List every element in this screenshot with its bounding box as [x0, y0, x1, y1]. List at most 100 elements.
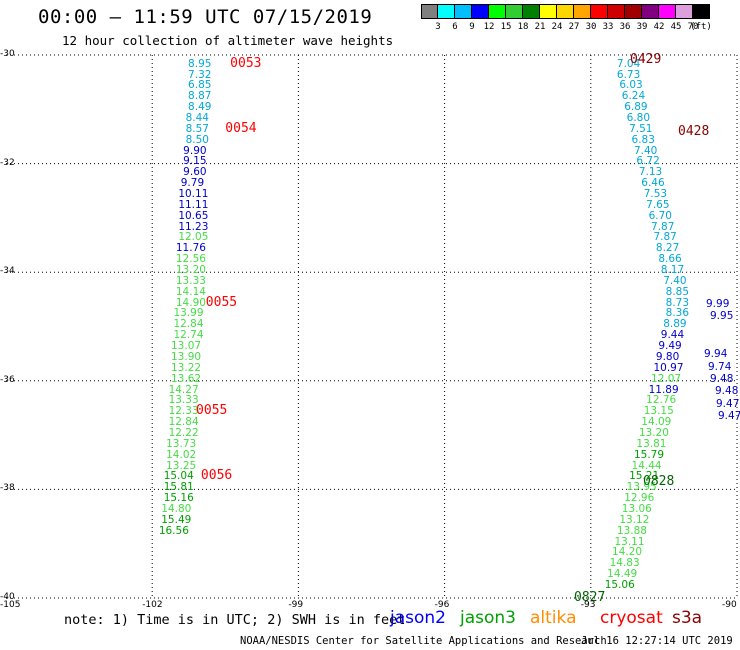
color-scale-label: 36: [619, 22, 631, 32]
swh-value: 15.16: [163, 492, 194, 505]
swh-value: 12.07: [651, 372, 682, 385]
swh-value: 7.87: [653, 231, 677, 244]
swh-value: 9.95: [710, 310, 734, 322]
swh-value: 12.84: [168, 416, 199, 429]
swh-value: 15.79: [633, 448, 665, 461]
color-scale-label: 21: [534, 22, 546, 32]
swh-value: 15.06: [604, 578, 635, 591]
swh-value: 12.56: [175, 253, 206, 266]
swh-value: 8.87: [188, 90, 212, 103]
color-scale-label: 30: [585, 22, 597, 32]
swh-value: 10.65: [178, 209, 209, 222]
swh-value: 9.60: [183, 166, 207, 179]
swh-value: 8.49: [188, 101, 212, 114]
color-scale-label: 3: [435, 22, 441, 32]
color-swatch: [591, 4, 608, 19]
swh-value: 12.84: [173, 318, 204, 331]
swh-value: 9.79: [180, 177, 205, 190]
legend-item-cryosat: cryosat: [600, 608, 663, 628]
swh-value: 14.83: [609, 557, 640, 570]
swh-value: 14.09: [641, 416, 672, 429]
swh-value: 11.23: [178, 220, 209, 233]
swh-value: 7.04: [616, 57, 641, 70]
swh-value: 13.22: [171, 361, 202, 374]
color-swatch: [540, 4, 557, 19]
swh-value: 14.44: [631, 459, 662, 472]
color-scale-label: 42: [653, 22, 665, 32]
track-time-label: 0429: [630, 52, 662, 67]
color-scale-label: 39: [636, 22, 648, 32]
color-scale-label: 27: [568, 22, 580, 32]
track-time-label: 0828: [643, 474, 675, 489]
color-swatch: [455, 4, 472, 19]
color-scale-label: 9: [469, 22, 475, 32]
legend-item-s3a: s3a: [672, 608, 703, 628]
swh-value: 9.48: [715, 385, 739, 397]
swh-value: 10.97: [653, 361, 684, 374]
swh-value: 15.21: [629, 470, 660, 483]
legend-item-jason2: jason2: [390, 608, 446, 628]
swh-value: 8.17: [660, 264, 685, 277]
swh-value: 8.95: [188, 57, 212, 70]
swh-value: 9.44: [660, 329, 685, 342]
lat-tick-label: -36: [0, 374, 15, 385]
lat-tick-label: -40: [0, 592, 15, 602]
color-scale-labels: 3 6 9 12 15 18 21 24 27 30 33 36 39 42 45 70 (ft): [421, 22, 740, 34]
color-scale-label: 12: [483, 22, 495, 32]
footer-timestamp: Jul 16 12:27:14 UTC 2019: [581, 635, 733, 647]
swh-value: 6.73: [616, 68, 641, 81]
color-scale-label: 24: [551, 22, 563, 32]
lon-tick-label: -99: [288, 600, 304, 610]
lat-tick-label: -38: [0, 483, 15, 494]
swh-value: 8.57: [185, 122, 209, 135]
swh-value: 7.87: [651, 220, 675, 233]
swh-value: 6.70: [648, 209, 672, 222]
swh-value: 6.46: [641, 177, 665, 190]
swh-value: 8.36: [665, 307, 690, 320]
color-swatch: [438, 4, 455, 19]
swh-value: 12.33: [168, 405, 199, 418]
swh-value: 9.49: [658, 340, 682, 353]
swh-value: 11.89: [648, 383, 679, 396]
color-scale-label: 70: [687, 22, 699, 32]
color-swatch: [472, 4, 489, 19]
swh-value: 16.56: [158, 524, 189, 537]
swh-value: 7.32: [188, 68, 212, 81]
swh-value: 13.25: [166, 459, 197, 472]
lon-tick-label: -96: [434, 600, 450, 610]
color-swatch: [625, 4, 642, 19]
color-scale-label: 45: [670, 22, 682, 32]
swh-value: 6.03: [619, 79, 643, 92]
swh-value: 9.90: [183, 144, 207, 157]
swh-value: 10.11: [178, 188, 209, 201]
color-scale-label: (ft): [690, 22, 712, 32]
swh-value: 9.48: [710, 373, 734, 385]
swh-value: 11.11: [178, 198, 209, 211]
swh-value: 7.13: [638, 166, 663, 179]
track-time-label: 0827: [574, 590, 606, 605]
swh-value: 6.72: [636, 155, 660, 168]
swh-value: 7.65: [646, 198, 670, 211]
color-scale-label: 6: [452, 22, 458, 32]
color-swatch: [676, 4, 693, 19]
color-swatch: [523, 4, 540, 19]
swh-value: 7.40: [633, 144, 658, 157]
swh-value: 13.06: [621, 502, 652, 515]
swh-value: 8.27: [655, 242, 680, 255]
swh-value: 13.20: [175, 264, 206, 277]
swh-value: 13.15: [643, 405, 674, 418]
lon-tick-label: -105: [0, 600, 21, 610]
swh-value: 6.80: [626, 112, 651, 124]
swh-value: 6.24: [621, 90, 646, 103]
swh-value: 15.04: [163, 470, 194, 483]
lat-tick-label: -30: [0, 49, 15, 59]
track-time-label: 0055: [196, 403, 228, 419]
swh-value: 8.89: [663, 318, 687, 331]
track-time-label: 0428: [678, 124, 710, 139]
track-time-label: 0053: [230, 55, 262, 71]
swh-value: 14.49: [607, 568, 638, 581]
swh-value: 9.15: [183, 155, 207, 168]
swh-value: 13.99: [173, 307, 204, 320]
note-text: note: 1) Time is in UTC; 2) SWH is in fe…: [64, 612, 406, 628]
